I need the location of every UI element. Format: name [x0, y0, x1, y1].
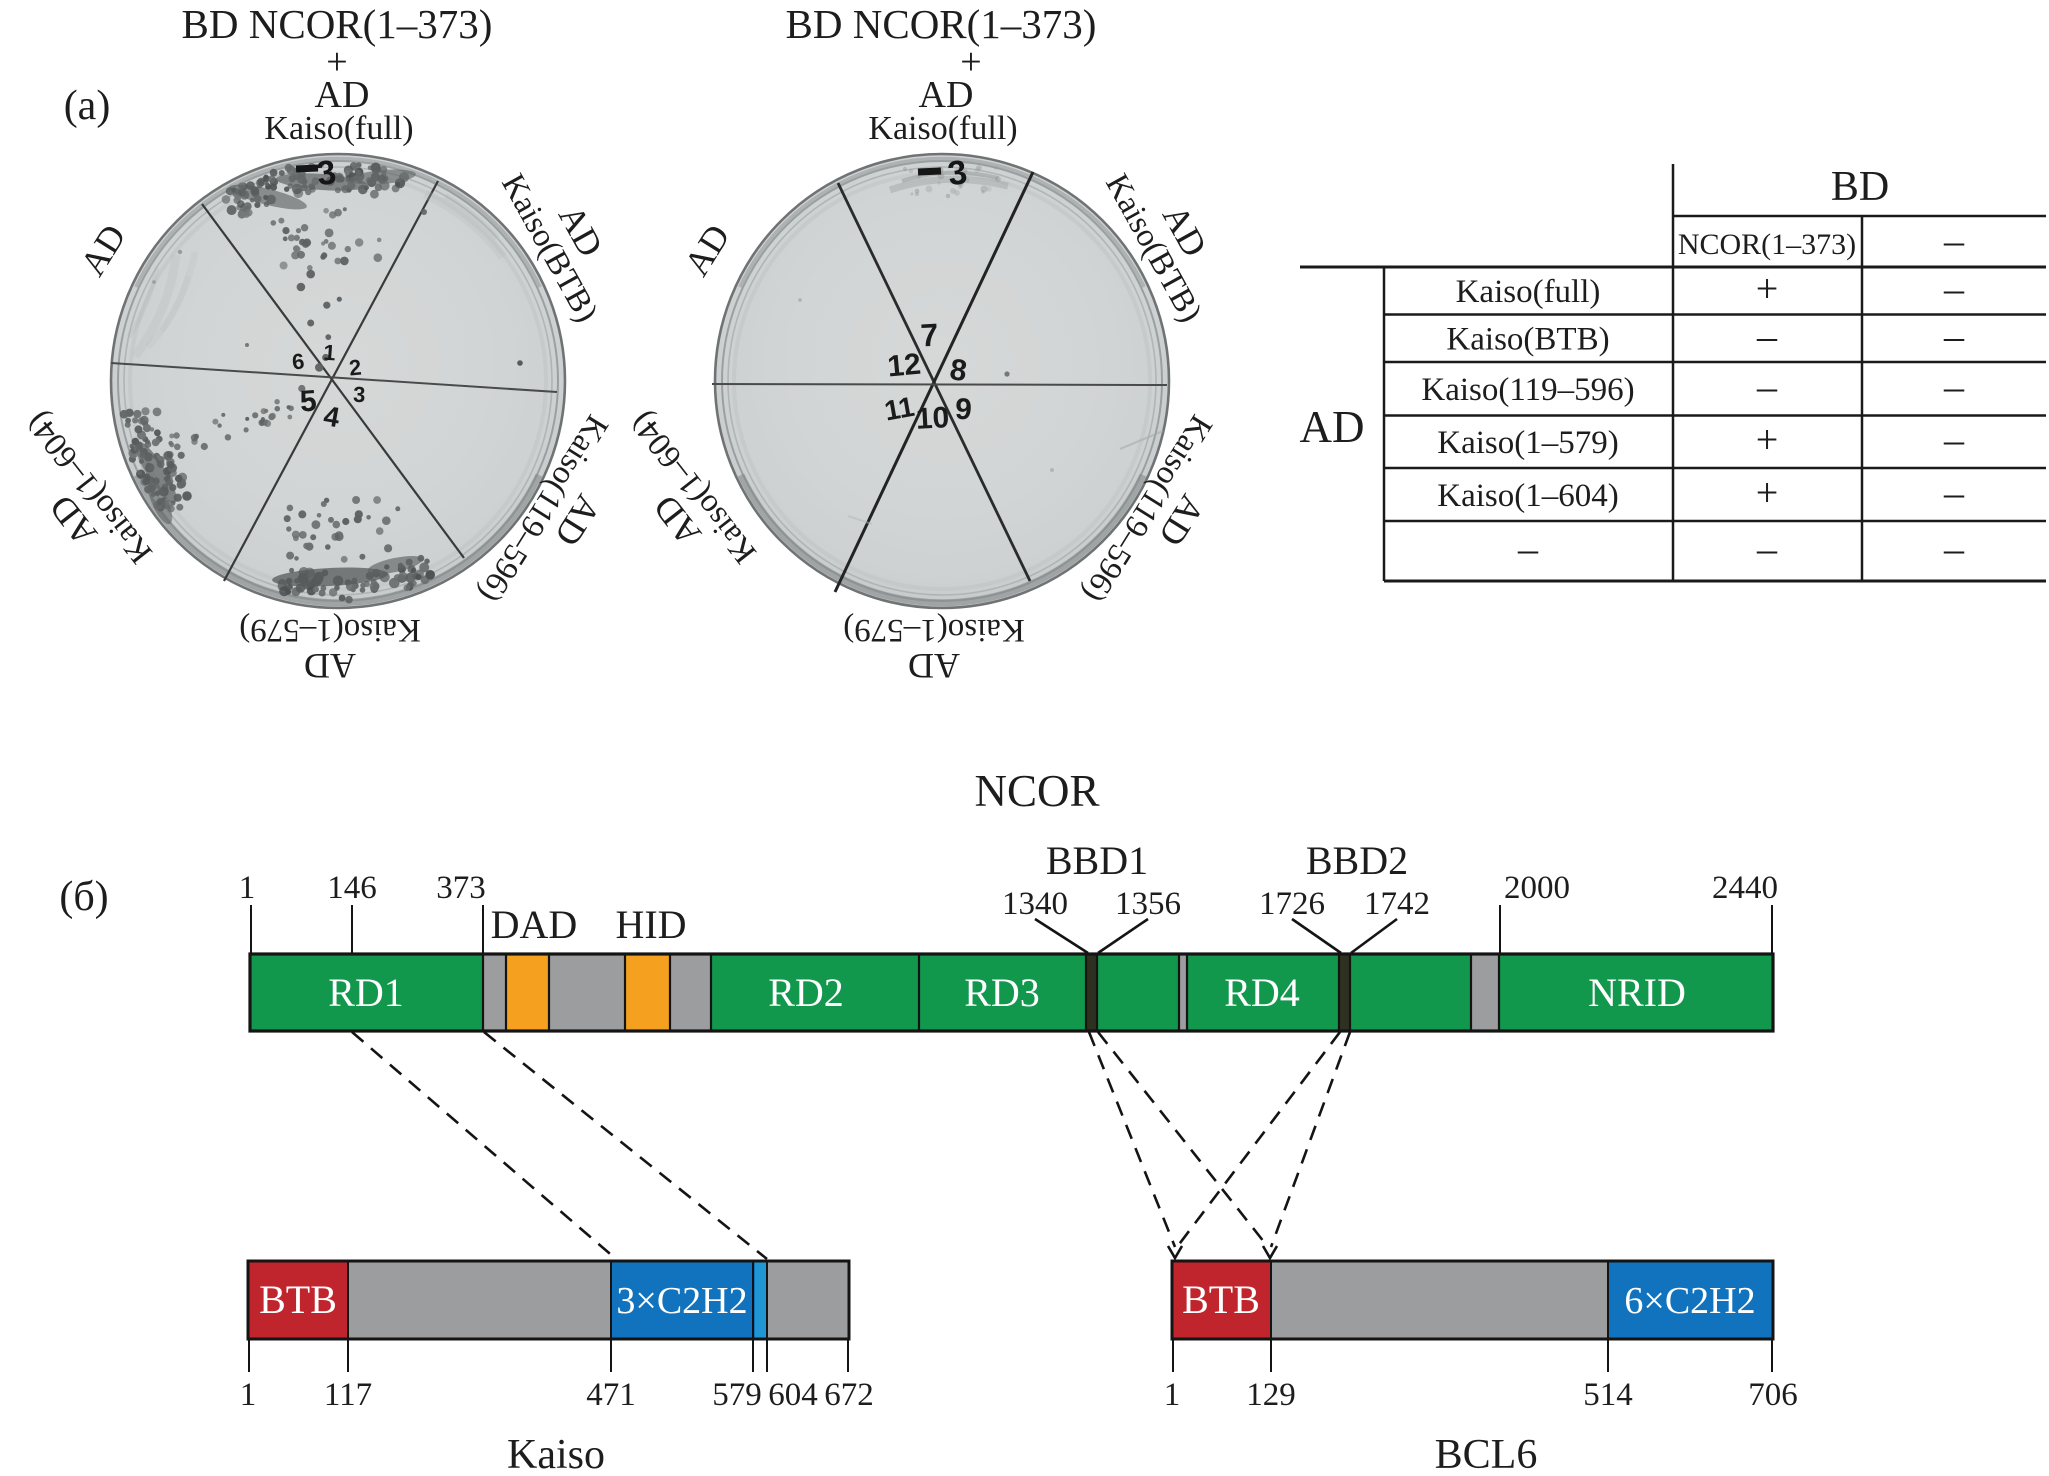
svg-text:RD3: RD3 — [964, 970, 1040, 1015]
svg-text:DAD: DAD — [491, 902, 578, 947]
svg-text:1: 1 — [1164, 1377, 1181, 1413]
svg-text:1726: 1726 — [1259, 886, 1325, 922]
svg-text:RD2: RD2 — [768, 970, 844, 1015]
svg-text:1: 1 — [323, 340, 337, 366]
svg-text:Kaiso(full): Kaiso(full) — [264, 110, 413, 147]
svg-text:–: – — [1756, 364, 1778, 409]
svg-text:–: – — [1943, 218, 1965, 263]
svg-text:–: – — [1943, 364, 1965, 409]
svg-text:10: 10 — [915, 401, 950, 436]
svg-text:6×C2H2: 6×C2H2 — [1624, 1280, 1755, 1322]
svg-text:BD: BD — [1831, 164, 1889, 210]
svg-text:–: – — [1756, 314, 1778, 359]
svg-text:2: 2 — [348, 354, 363, 380]
svg-text:514: 514 — [1583, 1377, 1633, 1413]
svg-text:+: + — [1756, 470, 1779, 515]
svg-text:–: – — [1756, 526, 1778, 571]
svg-text:4: 4 — [321, 400, 342, 433]
svg-text:2000: 2000 — [1504, 870, 1570, 906]
svg-text:2440: 2440 — [1712, 870, 1778, 906]
svg-text:+: + — [1756, 417, 1779, 462]
svg-text:BTB: BTB — [259, 1277, 337, 1322]
svg-text:3×C2H2: 3×C2H2 — [616, 1280, 747, 1322]
svg-text:(а): (а) — [64, 83, 111, 129]
svg-text:706: 706 — [1748, 1377, 1798, 1413]
svg-text:Kaiso: Kaiso — [507, 1432, 605, 1476]
svg-text:1742: 1742 — [1364, 886, 1430, 922]
svg-text:146: 146 — [327, 870, 377, 906]
svg-text:AD: AD — [304, 646, 356, 686]
svg-text:1: 1 — [240, 1377, 257, 1413]
svg-text:9: 9 — [954, 393, 972, 427]
svg-text:Kaiso(119–596): Kaiso(119–596) — [1421, 372, 1634, 408]
svg-text:NRID: NRID — [1588, 970, 1686, 1015]
svg-text:8: 8 — [948, 353, 969, 388]
svg-text:–: – — [1943, 526, 1965, 571]
svg-text:NCOR(1–373): NCOR(1–373) — [1678, 228, 1856, 261]
svg-text:BD NCOR(1–373): BD NCOR(1–373) — [182, 1, 493, 47]
svg-text:BD NCOR(1–373): BD NCOR(1–373) — [786, 1, 1097, 47]
svg-text:–: – — [1943, 417, 1965, 462]
svg-text:117: 117 — [324, 1377, 372, 1413]
svg-text:AD: AD — [315, 74, 370, 116]
svg-text:1340: 1340 — [1002, 886, 1068, 922]
svg-text:1: 1 — [239, 870, 256, 906]
svg-text:373: 373 — [436, 870, 486, 906]
svg-text:12: 12 — [886, 348, 922, 384]
svg-text:RD4: RD4 — [1224, 970, 1300, 1015]
svg-text:604: 604 — [768, 1377, 818, 1413]
svg-text:AD: AD — [1300, 402, 1365, 452]
svg-text:5: 5 — [299, 384, 318, 418]
svg-text:BTB: BTB — [1182, 1277, 1260, 1322]
svg-text:6: 6 — [291, 348, 306, 374]
svg-text:–: – — [1517, 526, 1539, 571]
svg-text:AD: AD — [908, 646, 960, 686]
svg-text:Kaiso(1–579): Kaiso(1–579) — [843, 612, 1024, 648]
svg-text:672: 672 — [824, 1377, 874, 1413]
svg-text:NCOR: NCOR — [974, 766, 1099, 816]
svg-text:BBD1: BBD1 — [1046, 838, 1148, 883]
svg-text:–: – — [1943, 266, 1965, 311]
svg-text:BBD2: BBD2 — [1306, 838, 1408, 883]
svg-text:Kaiso(1–579): Kaiso(1–579) — [239, 612, 420, 648]
svg-text:AD: AD — [919, 74, 974, 116]
svg-text:+: + — [1756, 266, 1779, 311]
svg-text:Kaiso(1–604): Kaiso(1–604) — [1437, 478, 1618, 514]
svg-text:Kaiso(1–579): Kaiso(1–579) — [1437, 425, 1618, 461]
svg-text:(б): (б) — [59, 874, 108, 920]
svg-text:1356: 1356 — [1115, 886, 1181, 922]
svg-text:HID: HID — [615, 902, 686, 947]
svg-text:Kaiso(BTB): Kaiso(BTB) — [1446, 322, 1609, 358]
svg-text:Kaiso(full): Kaiso(full) — [1456, 274, 1601, 310]
svg-text:579: 579 — [712, 1377, 762, 1413]
svg-text:3: 3 — [353, 382, 366, 407]
svg-text:129: 129 — [1246, 1377, 1296, 1413]
svg-text:RD1: RD1 — [328, 970, 404, 1015]
svg-text:+: + — [326, 41, 347, 83]
svg-text:7: 7 — [920, 317, 940, 354]
svg-text:11: 11 — [882, 391, 917, 427]
svg-text:BCL6: BCL6 — [1435, 1432, 1538, 1476]
svg-text:471: 471 — [586, 1377, 636, 1413]
svg-text:+: + — [960, 41, 981, 83]
svg-text:–: – — [1943, 470, 1965, 515]
svg-text:Kaiso(full): Kaiso(full) — [868, 110, 1017, 147]
svg-text:–: – — [1943, 314, 1965, 359]
